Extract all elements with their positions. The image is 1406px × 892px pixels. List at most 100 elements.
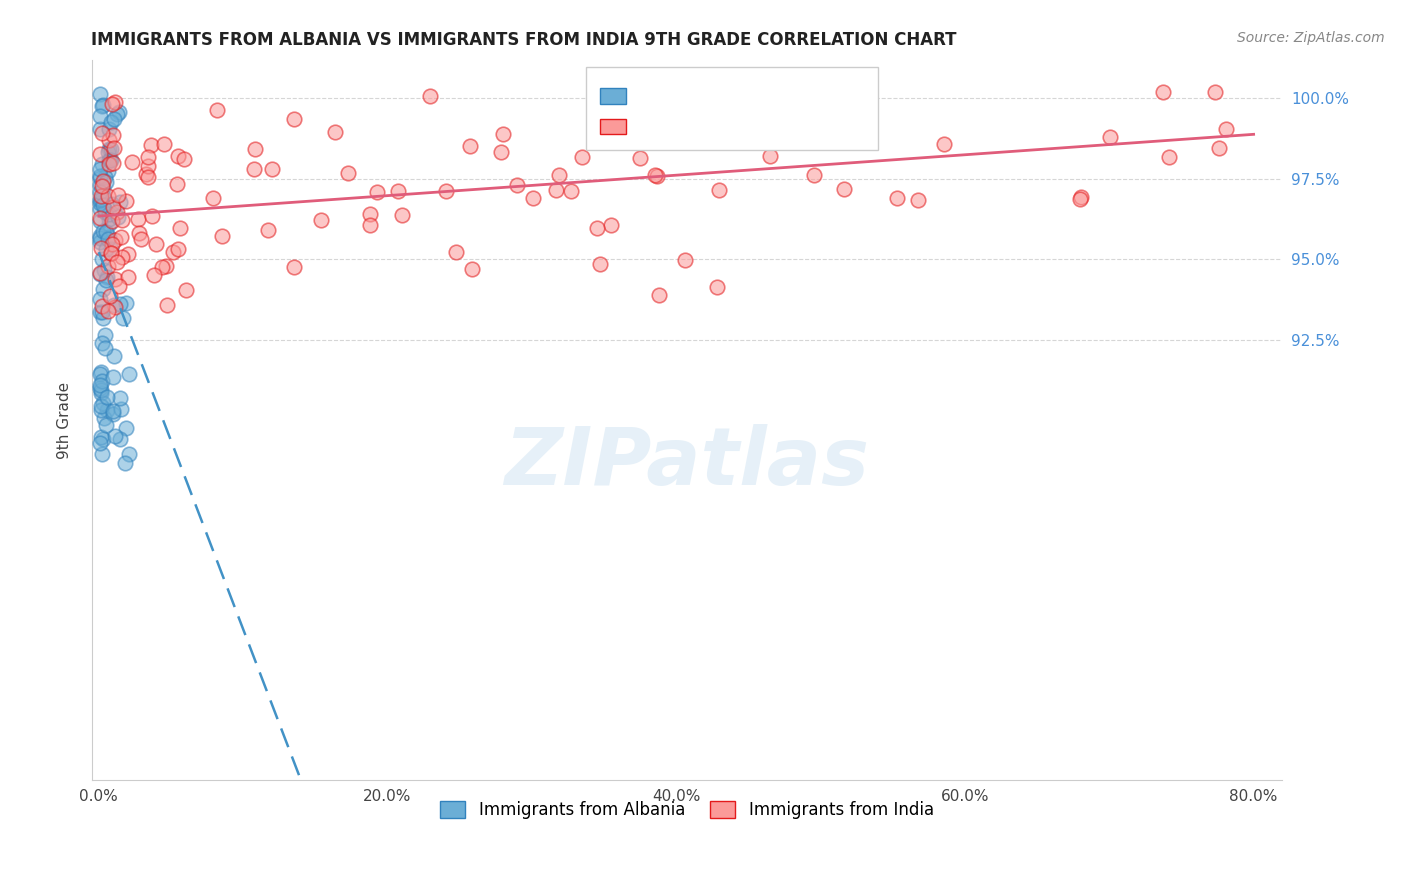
Point — [89, 196, 111, 211]
Point — [155, 259, 177, 273]
Point — [90, 157, 112, 171]
Point — [110, 194, 132, 209]
Point — [150, 260, 173, 275]
Point — [89, 178, 111, 193]
Point — [97, 232, 120, 246]
Point — [90, 241, 112, 255]
Point — [1208, 141, 1230, 155]
Text: Source: ZipAtlas.com: Source: ZipAtlas.com — [1237, 31, 1385, 45]
Point — [614, 129, 637, 144]
Point — [103, 298, 125, 312]
Point — [844, 90, 866, 104]
Point — [136, 150, 159, 164]
Point — [129, 232, 152, 246]
Point — [97, 303, 120, 318]
Point — [359, 207, 381, 221]
Point — [94, 242, 117, 256]
Point — [127, 211, 149, 226]
Point — [628, 151, 651, 165]
Point — [96, 403, 118, 417]
Point — [145, 237, 167, 252]
Point — [737, 121, 759, 136]
Point — [94, 327, 117, 342]
Point — [93, 203, 115, 218]
Point — [560, 184, 582, 198]
Point — [645, 169, 668, 183]
Point — [136, 159, 159, 173]
Point — [91, 283, 114, 297]
Point — [110, 250, 132, 264]
Point — [141, 209, 163, 223]
Point — [105, 254, 128, 268]
Point — [174, 283, 197, 297]
FancyBboxPatch shape — [586, 67, 877, 150]
Point — [90, 385, 112, 400]
Point — [118, 367, 141, 381]
Point — [89, 109, 111, 123]
Legend: Immigrants from Albania, Immigrants from India: Immigrants from Albania, Immigrants from… — [434, 795, 941, 826]
Point — [359, 218, 381, 232]
Point — [96, 418, 118, 433]
Point — [723, 104, 745, 119]
Point — [91, 395, 114, 409]
Point — [599, 219, 621, 233]
Point — [522, 191, 544, 205]
Point — [90, 403, 112, 417]
Point — [100, 142, 122, 156]
Point — [366, 186, 388, 200]
Point — [89, 213, 111, 227]
Point — [934, 137, 956, 152]
Point — [89, 169, 111, 183]
Point — [156, 298, 179, 312]
Y-axis label: 9th Grade: 9th Grade — [58, 382, 72, 458]
Point — [242, 161, 264, 176]
Point — [89, 211, 111, 226]
Point — [1070, 190, 1092, 204]
Point — [90, 430, 112, 444]
Point — [742, 133, 765, 147]
Point — [758, 149, 780, 163]
Point — [89, 235, 111, 249]
Point — [98, 133, 121, 147]
Point — [152, 137, 174, 152]
Point — [97, 229, 120, 244]
Point — [97, 259, 120, 273]
Point — [90, 447, 112, 461]
Point — [97, 207, 120, 221]
Point — [89, 266, 111, 280]
Point — [886, 191, 908, 205]
Point — [91, 310, 114, 325]
Point — [98, 153, 121, 167]
Point — [803, 168, 825, 182]
Point — [91, 98, 114, 112]
Point — [461, 261, 484, 276]
Point — [673, 252, 696, 267]
Point — [97, 145, 120, 159]
Point — [98, 157, 121, 171]
Point — [90, 189, 112, 203]
Point — [111, 310, 134, 325]
Point — [107, 278, 129, 293]
Point — [586, 221, 609, 235]
Point — [100, 246, 122, 260]
Point — [101, 196, 124, 211]
Point — [90, 252, 112, 267]
Point — [103, 141, 125, 155]
Point — [1157, 150, 1180, 164]
Point — [100, 242, 122, 256]
Point — [89, 292, 111, 306]
Point — [91, 174, 114, 188]
Point — [283, 112, 305, 127]
Point — [103, 128, 125, 142]
Point — [96, 390, 118, 404]
Point — [101, 408, 124, 422]
Point — [98, 153, 121, 167]
Point — [90, 192, 112, 206]
Point — [506, 178, 529, 193]
Point — [90, 336, 112, 351]
Point — [489, 145, 512, 159]
Point — [89, 161, 111, 176]
Point — [644, 168, 666, 182]
Point — [337, 166, 360, 180]
Point — [595, 87, 617, 102]
